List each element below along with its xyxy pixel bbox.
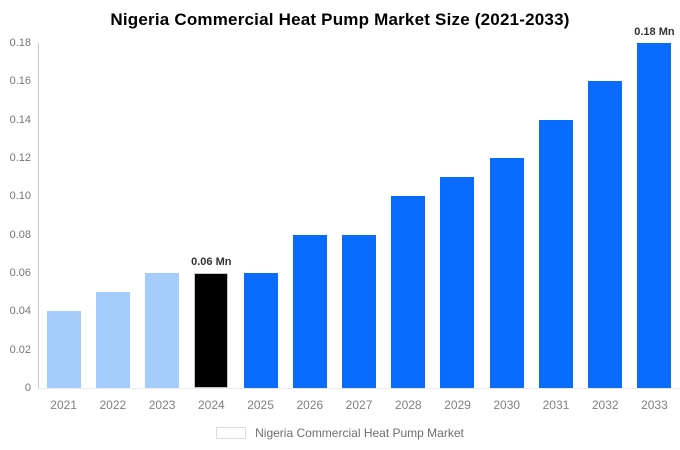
y-tick-label: 0.08 [9, 229, 31, 241]
bar-column-2033: 0.18 Mn [630, 26, 679, 388]
legend-item[interactable]: Nigeria Commercial Heat Pump Market [0, 425, 680, 441]
bar-column-2023 [137, 43, 186, 388]
x-tick-label-2021: 2021 [50, 398, 77, 412]
y-axis: 0 0.02 0.04 0.06 0.08 0.10 0.12 0.14 0.16 0.18 [0, 37, 34, 394]
bar-2027 [342, 235, 377, 388]
y-tick-label: 0.10 [9, 190, 31, 202]
bar-column-2027 [334, 43, 383, 388]
bar-2024 [194, 273, 229, 388]
x-tick-label-2030: 2030 [493, 398, 521, 412]
chart-title: Nigeria Commercial Heat Pump Market Size… [110, 10, 570, 29]
bar-2031 [538, 120, 573, 388]
bar-column-2025 [236, 43, 285, 388]
bar-column-2030 [482, 43, 531, 388]
bar-2029 [440, 177, 475, 388]
bar-value-label-2033: 0.18 Mn [634, 26, 675, 38]
bar-2028 [391, 196, 426, 388]
bar-column-2026 [285, 43, 334, 388]
bar-value-label-2024: 0.06 Mn [191, 256, 232, 268]
bar-2021 [46, 311, 81, 388]
x-tick-label-2024: 2024 [197, 398, 225, 412]
bar-2033 [637, 43, 672, 388]
bar-column-2032 [581, 43, 630, 388]
y-tick-label: 0.04 [9, 305, 31, 317]
bar-2032 [588, 81, 623, 388]
bar-column-2028 [384, 43, 433, 388]
y-tick-label: 0.06 [9, 267, 31, 279]
x-tick-label-2023: 2023 [148, 398, 176, 412]
x-axis-line [38, 388, 680, 389]
x-tick-label-2031: 2031 [542, 398, 570, 412]
x-tick-label-2029: 2029 [444, 398, 471, 412]
x-tick-label-2025: 2025 [247, 398, 274, 412]
x-axis-labels: 2021 2022 2023 2024 2025 2026 2027 2028 2029 2030… [39, 398, 679, 412]
y-tick-label: 0.18 [9, 37, 31, 49]
bar-2030 [489, 158, 524, 388]
y-tick-label: 0.12 [9, 152, 31, 164]
x-tick-label-2027: 2027 [345, 398, 373, 412]
y-tick-label: 0.16 [9, 75, 31, 87]
bar-column-2021 [39, 43, 88, 388]
x-tick-label-2022: 2022 [99, 398, 127, 412]
bar-column-2024: 0.06 Mn [187, 43, 236, 388]
bar-column-2029 [433, 43, 482, 388]
bar-column-2022 [88, 43, 137, 388]
bar-2023 [145, 273, 180, 388]
bar-2026 [292, 235, 327, 388]
y-tick-label: 0.02 [9, 344, 31, 356]
x-tick-label-2028: 2028 [394, 398, 422, 412]
x-tick-label-2033: 2033 [641, 398, 668, 412]
legend-label: Nigeria Commercial Heat Pump Market [255, 426, 464, 440]
bar-column-2031 [531, 43, 580, 388]
bar-2022 [95, 292, 130, 388]
plot-area [38, 43, 679, 388]
bars: 0.06 Mn 0.18 Mn [39, 26, 679, 388]
y-tick-label: 0.14 [9, 114, 31, 126]
y-tick-label: 0 [24, 382, 31, 394]
bar-2025 [243, 273, 278, 388]
legend-swatch-icon [216, 427, 247, 439]
x-tick-label-2026: 2026 [296, 398, 324, 412]
x-tick-label-2032: 2032 [591, 398, 619, 412]
